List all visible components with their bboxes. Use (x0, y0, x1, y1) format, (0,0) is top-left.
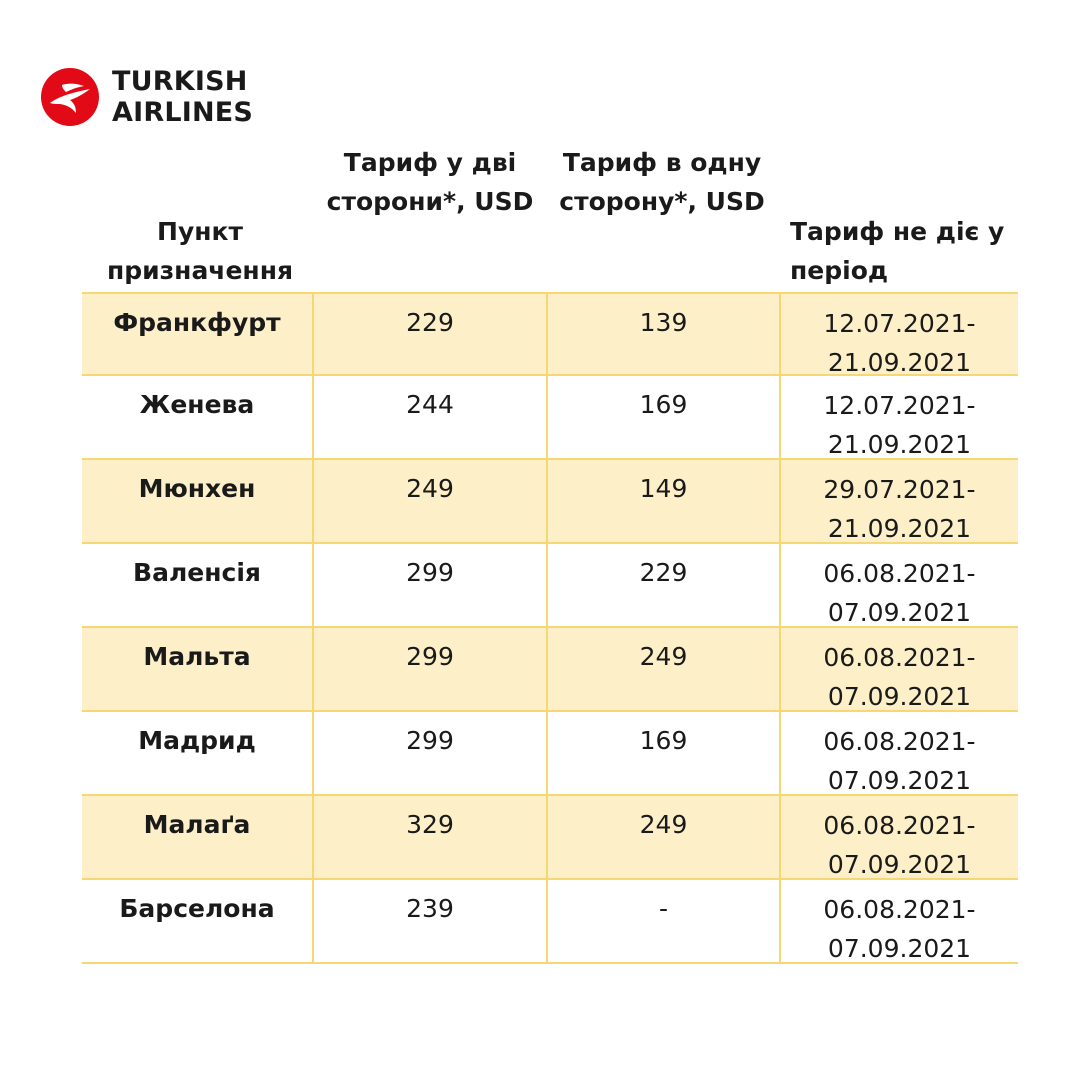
period-start: 29.07.2021- (823, 475, 976, 504)
cell-round-trip-fare: 239 (312, 880, 546, 962)
cell-blackout-period: 06.08.2021- 07.09.2021 (779, 880, 1018, 963)
period-end: 21.09.2021 (827, 430, 972, 459)
header-round-trip: Тариф у дві сторони*, USD (326, 148, 534, 216)
period-end: 07.09.2021 (827, 682, 972, 711)
fare-table-body: Франкфурт 229 139 12.07.2021- 21.09.2021 Жене… (82, 292, 1018, 964)
cell-one-way-fare: 249 (546, 628, 779, 710)
cell-round-trip-fare: 249 (312, 460, 546, 542)
period-start: 06.08.2021- (823, 811, 976, 840)
cell-destination: Малаґа (143, 810, 251, 839)
cell-round-trip-fare: 329 (312, 796, 546, 878)
cell-one-way-fare: 149 (546, 460, 779, 542)
cell-one-way-fare: 169 (546, 712, 779, 794)
cell-blackout-period: 12.07.2021- 21.09.2021 (779, 376, 1018, 459)
cell-blackout-period: 06.08.2021- 07.09.2021 (779, 796, 1018, 879)
cell-destination: Барселона (119, 894, 275, 923)
cell-round-trip-fare: 299 (312, 544, 546, 626)
header-destination: Пункт призначення (106, 217, 294, 285)
table-header: Пункт призначення Тариф у дві сторони*, … (0, 0, 1080, 292)
brand-wordmark: TURKISH AIRLINES (112, 66, 253, 128)
period-end: 07.09.2021 (827, 850, 972, 879)
period-end: 21.09.2021 (827, 514, 972, 543)
header-blackout-period: Тариф не діє у період (790, 217, 1005, 285)
period-start: 12.07.2021- (823, 391, 976, 420)
period-end: 07.09.2021 (827, 934, 972, 963)
cell-destination: Валенсія (133, 558, 261, 587)
period-start: 06.08.2021- (823, 643, 976, 672)
period-end: 07.09.2021 (827, 766, 972, 795)
cell-blackout-period: 06.08.2021- 07.09.2021 (779, 544, 1018, 627)
table-row: Мадрид 299 169 06.08.2021- 07.09.2021 (82, 712, 1018, 796)
period-start: 06.08.2021- (823, 895, 976, 924)
period-start: 06.08.2021- (823, 559, 976, 588)
cell-destination: Мюнхен (138, 474, 256, 503)
period-end: 07.09.2021 (827, 598, 972, 627)
table-row: Франкфурт 229 139 12.07.2021- 21.09.2021 (82, 292, 1018, 377)
turkish-airlines-crane-icon (41, 68, 99, 126)
cell-destination: Франкфурт (113, 308, 281, 337)
table-row: Мальта 299 249 06.08.2021- 07.09.2021 (82, 628, 1018, 712)
cell-round-trip-fare: 299 (312, 628, 546, 710)
cell-one-way-fare: 249 (546, 796, 779, 878)
cell-round-trip-fare: 299 (312, 712, 546, 794)
cell-blackout-period: 12.07.2021- 21.09.2021 (779, 294, 1018, 377)
period-start: 12.07.2021- (823, 309, 976, 338)
cell-one-way-fare: 169 (546, 376, 779, 458)
period-end: 21.09.2021 (827, 348, 972, 377)
cell-one-way-fare: 229 (546, 544, 779, 626)
table-row: Малаґа 329 249 06.08.2021- 07.09.2021 (82, 796, 1018, 880)
table-row: Валенсія 299 229 06.08.2021- 07.09.2021 (82, 544, 1018, 628)
cell-destination: Мальта (143, 642, 251, 671)
cell-destination: Мадрид (138, 726, 256, 755)
period-start: 06.08.2021- (823, 727, 976, 756)
cell-one-way-fare: - (546, 880, 779, 962)
cell-destination: Женева (139, 390, 255, 419)
cell-blackout-period: 29.07.2021- 21.09.2021 (779, 460, 1018, 543)
brand-line-1: TURKISH (112, 66, 248, 97)
header-one-way: Тариф в одну сторону*, USD (559, 148, 765, 216)
cell-round-trip-fare: 229 (312, 294, 546, 374)
turkish-airlines-logo: TURKISH AIRLINES (40, 66, 253, 128)
table-row: Барселона 239- 06.08.2021- 07.09.2021 (82, 880, 1018, 964)
cell-one-way-fare: 139 (546, 294, 779, 374)
table-row: Женева 244 169 12.07.2021- 21.09.2021 (82, 376, 1018, 460)
cell-blackout-period: 06.08.2021- 07.09.2021 (779, 712, 1018, 795)
cell-blackout-period: 06.08.2021- 07.09.2021 (779, 628, 1018, 711)
brand-line-2: AIRLINES (112, 97, 254, 128)
table-row: Мюнхен 249 149 29.07.2021- 21.09.2021 (82, 460, 1018, 544)
cell-round-trip-fare: 244 (312, 376, 546, 458)
